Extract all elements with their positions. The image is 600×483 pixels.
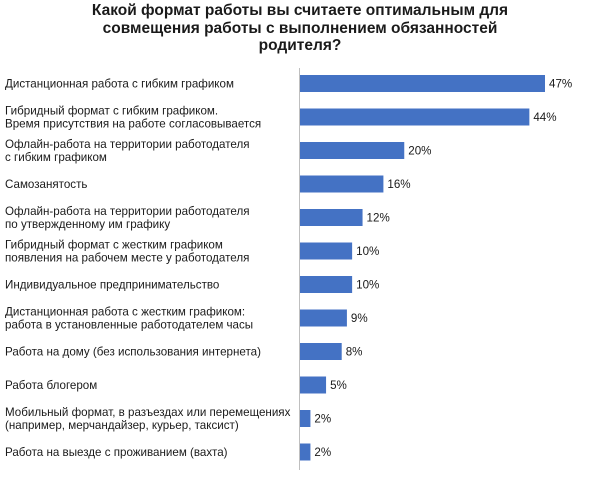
category-label-line: Офлайн-работа на территории работодателя <box>5 138 250 151</box>
value-label: 2% <box>314 446 331 459</box>
bar <box>300 343 342 360</box>
category-label-line: появления на рабочем месте у работодател… <box>5 252 249 265</box>
category-label: Работа на выезде с проживанием (вахта) <box>5 446 228 459</box>
category-label: Работа блогером <box>5 379 97 392</box>
bar <box>300 142 405 159</box>
chart-title: Какой формат работы вы считаете оптималь… <box>0 2 600 55</box>
chart-title-line-3: родителя? <box>258 37 342 54</box>
category-label-line: Индивидуальное предпринимательство <box>5 279 219 292</box>
category-label-line: Время присутствия на работе согласовывае… <box>5 118 261 131</box>
bar <box>300 309 347 327</box>
category-label: Индивидуальное предпринимательство <box>5 279 219 292</box>
category-label-line: Дистанционная работа с гибким графиком <box>5 78 234 91</box>
chart-title-line-2: совмещения работы с выполнением обязанно… <box>102 19 498 37</box>
bar <box>300 209 363 226</box>
category-label: Работа на дому (без использования интерн… <box>5 346 261 359</box>
category-label-line: Самозанятость <box>5 178 87 191</box>
category-label-line: по утвержденному им графику <box>5 218 170 231</box>
category-label-line: (например, мерчандайзер, курьер, таксист… <box>5 419 239 432</box>
category-label-line: с гибким графиком <box>5 151 107 164</box>
value-label: 10% <box>356 245 379 258</box>
value-label: 20% <box>408 145 431 158</box>
category-label: Самозанятость <box>5 178 87 191</box>
category-label: Дистанционная работа с гибким графиком <box>5 78 234 91</box>
bar <box>300 376 327 394</box>
chart-title-line-1: Какой формат работы вы считаете оптималь… <box>91 2 509 19</box>
category-label: Офлайн-работа на территории работодателя… <box>5 205 250 231</box>
category-label: Дистанционная работа с жестким графиком:… <box>5 306 253 332</box>
category-label-line: Гибридный формат с жестким графиком <box>5 239 223 252</box>
bar <box>300 175 384 193</box>
value-label: 8% <box>346 346 363 359</box>
value-label: 9% <box>351 312 368 325</box>
category-label-line: Мобильный формат, в разъездах или переме… <box>5 406 291 419</box>
category-label-line: Офлайн-работа на территории работодателя <box>5 205 250 218</box>
category-label-line: работа в установленные работодателем час… <box>5 319 253 332</box>
category-label-line: Работа блогером <box>5 379 97 392</box>
category-label-line: Работа на дому (без использования интерн… <box>5 346 261 359</box>
bar <box>300 443 311 461</box>
value-label: 12% <box>367 212 390 225</box>
category-label: Гибридный формат с гибким графиком. Время… <box>5 105 261 131</box>
bar <box>300 242 353 260</box>
category-label: Офлайн-работа на территории работодателя… <box>5 138 250 164</box>
category-label-line: Дистанционная работа с жестким графиком: <box>5 306 245 319</box>
value-label: 10% <box>356 279 379 292</box>
category-label: Мобильный формат, в разъездах или переме… <box>5 406 291 432</box>
value-label: 2% <box>314 413 331 426</box>
category-label: Гибридный формат с жестким графиком появл… <box>5 239 249 265</box>
value-label: 5% <box>330 379 347 392</box>
value-label: 16% <box>387 178 410 191</box>
value-label: 44% <box>533 111 556 124</box>
bar <box>300 276 353 293</box>
value-label: 47% <box>549 78 572 91</box>
bar <box>300 410 311 427</box>
category-label-line: Гибридный формат с гибким графиком. <box>5 105 218 118</box>
bar <box>300 108 530 126</box>
bar <box>300 75 545 92</box>
category-label-line: Работа на выезде с проживанием (вахта) <box>5 446 228 459</box>
